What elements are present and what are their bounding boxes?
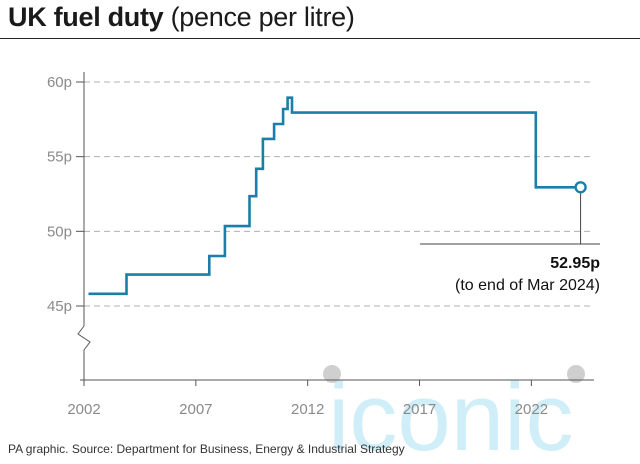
y-tick-label-45: 45p (47, 298, 72, 315)
fuel-duty-line (88, 96, 581, 296)
gridlines (84, 81, 594, 307)
annotation-note: (to end of Mar 2024) (455, 277, 600, 294)
watermark-dot-right (567, 365, 585, 383)
x-tick-label-2007: 2007 (179, 401, 212, 418)
x-axis-ticks: 2002 2007 2012 2017 2022 (67, 380, 548, 418)
x-tick-label-2012: 2012 (291, 401, 324, 418)
chart-title: UK fuel duty (pence per litre) (8, 2, 355, 33)
annotation-value: 52.95p (550, 255, 600, 272)
chart-title-main: UK fuel duty (8, 2, 164, 32)
watermark-dot-left (323, 365, 341, 383)
title-divider (0, 38, 640, 39)
y-tick-label-60: 60p (47, 74, 72, 91)
watermark-text: iconic (328, 364, 573, 464)
y-axis-ticks: 45p 50p 55p 60p (47, 74, 84, 315)
x-tick-label-2022: 2022 (515, 401, 548, 418)
chart-title-unit: (pence per litre) (170, 2, 355, 32)
y-tick-label-55: 55p (47, 149, 72, 166)
end-value-marker (574, 181, 587, 194)
source-credit: PA graphic. Source: Department for Busin… (8, 442, 405, 456)
axes (77, 72, 594, 381)
x-tick-label-2017: 2017 (403, 401, 436, 418)
x-tick-label-2002: 2002 (67, 401, 100, 418)
y-tick-label-50: 50p (47, 223, 72, 240)
y-axis-break (77, 325, 91, 351)
